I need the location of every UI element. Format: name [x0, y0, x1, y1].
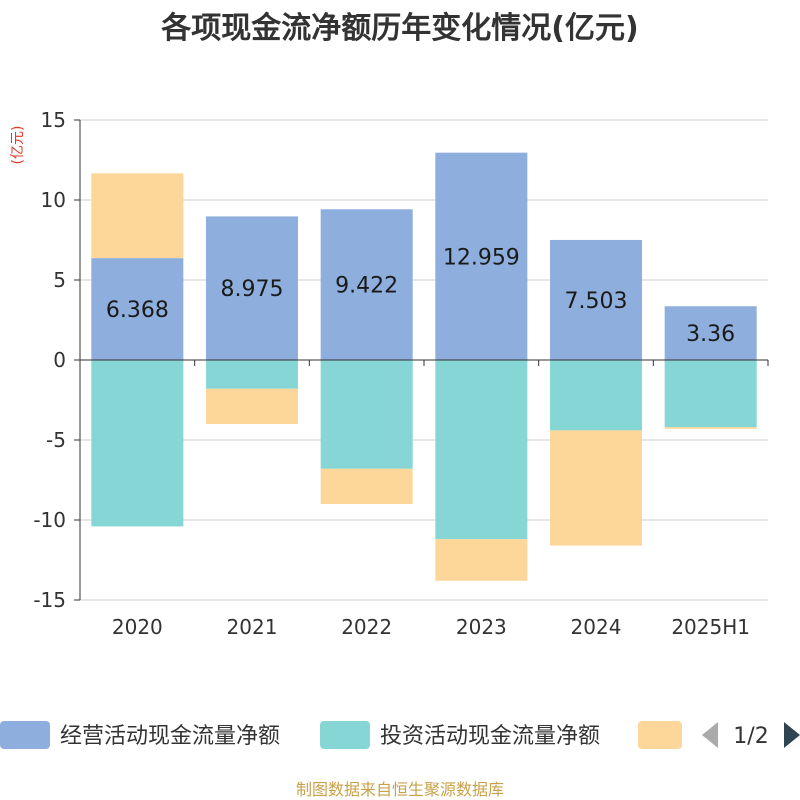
x-tick-label: 2024	[571, 615, 622, 639]
data-label: 6.368	[106, 298, 169, 323]
bar-series-2	[91, 360, 184, 527]
x-tick-label: 2022	[341, 615, 392, 639]
bar-series-3	[91, 173, 184, 259]
bar-series-2	[664, 360, 757, 428]
data-label: 3.36	[686, 322, 735, 347]
bar-series-1	[206, 216, 298, 360]
bar-series-2	[206, 360, 298, 389]
legend-swatch	[0, 721, 50, 749]
legend-pager: 1/2	[702, 722, 800, 749]
y-tick-label: -5	[46, 428, 66, 452]
y-tick-label: 10	[41, 188, 66, 212]
x-tick-label: 2020	[112, 615, 163, 639]
bar-series-2	[435, 360, 528, 540]
data-label: 12.959	[443, 245, 520, 270]
bar-series-1	[435, 152, 528, 360]
y-tick-label: 15	[41, 108, 66, 132]
bar-series-1	[550, 239, 642, 360]
bars: 6.368 8.975 9.422 12.959 7.503 3.36	[91, 152, 757, 581]
y-tick-label: 0	[53, 348, 66, 372]
bar-series-2	[550, 360, 642, 431]
data-label: 8.975	[221, 277, 284, 302]
bar-series-1	[664, 306, 757, 360]
legend: 经营活动现金流量净额 投资活动现金流量净额	[0, 721, 682, 749]
legend-swatch	[638, 721, 682, 749]
bar-series-3	[664, 427, 757, 429]
x-tick-label: 2021	[227, 615, 278, 639]
y-axis-label: (亿元)	[10, 126, 26, 165]
legend-label: 经营活动现金流量净额	[60, 724, 280, 749]
bar-series-3	[206, 388, 298, 424]
data-label: 7.503	[565, 289, 628, 314]
bar-series-3	[435, 539, 528, 581]
pager-indicator: 1/2	[733, 724, 768, 749]
source-note: 制图数据来自恒生聚源数据库	[296, 780, 504, 799]
chart-title: 各项现金流净额历年变化情况(亿元)	[160, 11, 638, 46]
x-tick-label: 2025H1	[671, 615, 750, 639]
y-tick-label: 5	[53, 268, 66, 292]
x-tick-label: 2023	[456, 615, 507, 639]
y-tick-label: -15	[33, 588, 66, 612]
pager-next-icon[interactable]	[784, 722, 800, 748]
legend-label: 投资活动现金流量净额	[380, 724, 600, 749]
y-tick-label: -10	[33, 508, 66, 532]
axes: 15 10 5 0 -5 -10 -15 2020 2021 2022 2023 2024 2025H1	[33, 108, 769, 639]
pager-prev-icon[interactable]	[702, 722, 718, 748]
bar-series-1	[320, 209, 413, 360]
bar-series-2	[320, 360, 413, 469]
bar-series-3	[320, 468, 413, 504]
bar-series-1	[91, 258, 184, 360]
legend-swatch	[320, 721, 370, 749]
data-label: 9.422	[335, 274, 398, 299]
bar-series-3	[550, 430, 642, 546]
